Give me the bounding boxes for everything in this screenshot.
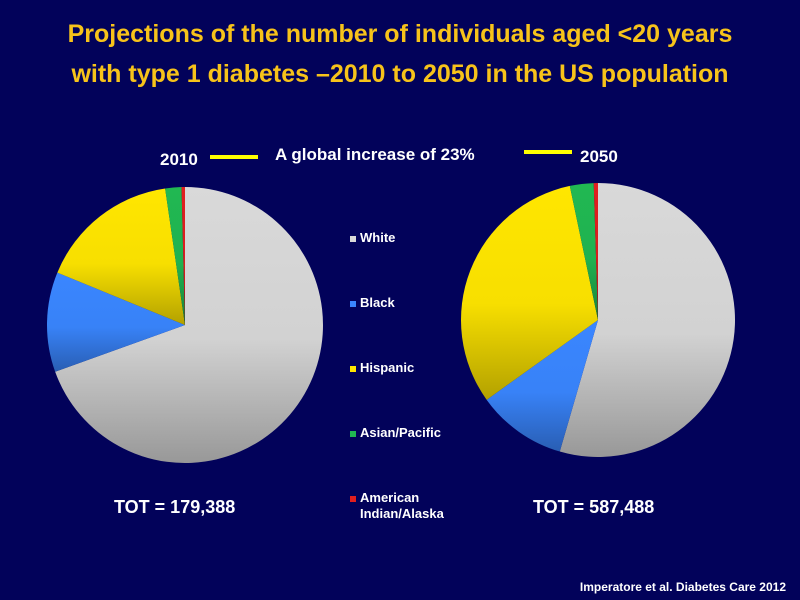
pie-2010-year-label: 2010 xyxy=(160,150,198,169)
pie-2010-slice-hispanic xyxy=(57,188,186,325)
pie-2050-total: TOT = 587,488 xyxy=(533,497,655,517)
pie-chart-2010 xyxy=(47,186,324,463)
slide-title-line-2: with type 1 diabetes –2010 to 2050 in th… xyxy=(71,60,729,88)
legend-swatch-white xyxy=(350,236,356,242)
legend-swatch-hispanic xyxy=(350,366,356,372)
increase-line-right xyxy=(524,150,572,154)
pie-2050-slice-white xyxy=(559,183,736,457)
pie-chart-2050 xyxy=(460,183,736,457)
pie-2010-total: TOT = 179,388 xyxy=(114,497,236,517)
slide-title: Projections of the number of individuals… xyxy=(0,14,800,94)
legend-label-hispanic: Hispanic xyxy=(360,360,415,375)
pie-2050-slice-american-indian-alaska xyxy=(593,183,598,320)
pie-2010-slice-white xyxy=(55,187,324,463)
pie-2050-slice-hispanic xyxy=(460,185,598,400)
increase-line-left xyxy=(210,155,258,159)
legend-label-black: Black xyxy=(360,295,395,310)
legend-label-asian-pacific: Asian/Pacific xyxy=(360,425,441,440)
pie-2010-slice-black xyxy=(47,272,186,372)
global-increase-label: A global increase of 23% xyxy=(275,145,475,164)
legend-label-american-indian-alaska: American Indian/Alaska xyxy=(360,490,444,521)
legend-swatch-american-indian-alaska xyxy=(350,496,356,502)
pie-2050-year-label: 2050 xyxy=(580,147,618,166)
slide-title-line-1: Projections of the number of individuals… xyxy=(67,20,733,48)
legend-swatch-black xyxy=(350,301,356,307)
pie-2050-slice-black xyxy=(486,320,598,452)
pie-2010-slice-american-indian-alaska xyxy=(181,186,185,325)
legend-label-white: White xyxy=(360,230,396,245)
pie-2010-slice-asian-pacific xyxy=(165,187,185,325)
legend-swatch-asian-pacific xyxy=(350,431,356,437)
pie-2050-slice-asian-pacific xyxy=(569,183,598,320)
source-citation: Imperatore et al. Diabetes Care 2012 xyxy=(579,580,786,594)
